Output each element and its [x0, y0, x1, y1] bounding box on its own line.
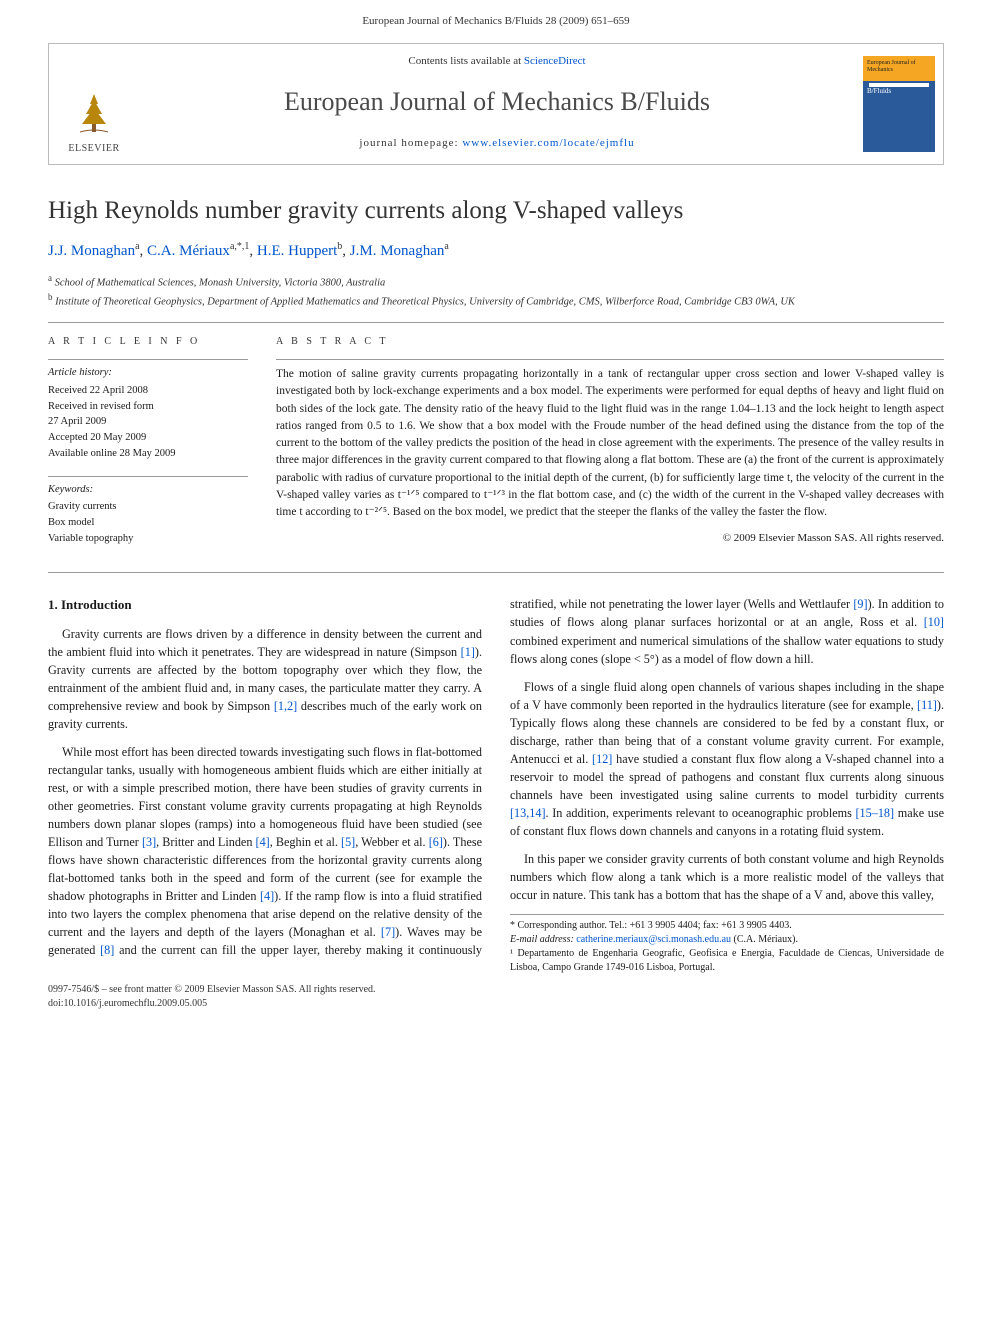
journal-cover-thumbnail: European Journal of Mechanics B/Fluids	[863, 56, 935, 152]
email-line: E-mail address: catherine.meriaux@sci.mo…	[510, 933, 944, 947]
journal-name: European Journal of Mechanics B/Fluids	[147, 84, 847, 120]
page-footer: 0997-7546/$ – see front matter © 2009 El…	[0, 975, 992, 1027]
horizontal-rule	[48, 322, 944, 323]
citation-link[interactable]: [1,2]	[274, 699, 297, 713]
horizontal-rule	[48, 572, 944, 573]
history-line: Received in revised form	[48, 399, 248, 415]
email-label: E-mail address:	[510, 934, 576, 945]
email-link[interactable]: catherine.meriaux@sci.monash.edu.au	[576, 934, 731, 945]
authors-line: J.J. Monaghana, C.A. Mériauxa,*,1, H.E. …	[48, 240, 944, 262]
author-affil-sup: b	[337, 241, 342, 252]
homepage-prefix: journal homepage:	[359, 137, 462, 149]
abstract-text: The motion of saline gravity currents pr…	[276, 359, 944, 521]
contents-prefix: Contents lists available at	[408, 55, 523, 67]
journal-homepage-link[interactable]: www.elsevier.com/locate/ejmflu	[462, 137, 634, 149]
doi-line: doi:10.1016/j.euromechflu.2009.05.005	[48, 997, 376, 1011]
text-run: , Beghin et al.	[270, 835, 341, 849]
author-affil-sup: a,*,1	[230, 241, 249, 252]
keywords-block: Keywords: Gravity currents Box model Var…	[48, 476, 248, 547]
article-info-label: A R T I C L E I N F O	[48, 335, 248, 349]
citation-link[interactable]: [13,14]	[510, 806, 546, 820]
text-run: Flows of a single fluid along open chann…	[510, 680, 944, 712]
cover-title-top: European Journal of Mechanics	[867, 60, 935, 73]
history-line: Received 22 April 2008	[48, 383, 248, 399]
journal-masthead: ELSEVIER Contents lists available at Sci…	[48, 43, 944, 164]
affiliations: a School of Mathematical Sciences, Monas…	[48, 272, 944, 311]
text-run: Britter and Linden	[165, 889, 259, 903]
footnote-address: ¹ Departamento de Engenharia Geografic, …	[510, 947, 944, 975]
affiliation-a: School of Mathematical Sciences, Monash …	[55, 277, 386, 288]
citation-link[interactable]: [5]	[341, 835, 355, 849]
info-abstract-row: A R T I C L E I N F O Article history: R…	[48, 335, 944, 560]
running-header: European Journal of Mechanics B/Fluids 2…	[0, 0, 992, 37]
author-link[interactable]: H.E. Huppert	[257, 243, 337, 259]
history-line: Accepted 20 May 2009	[48, 430, 248, 446]
email-suffix: (C.A. Mériaux).	[731, 934, 798, 945]
citation-link[interactable]: [4]	[256, 835, 270, 849]
cover-thumb-block: European Journal of Mechanics B/Fluids	[855, 44, 943, 163]
text-run: , Webber et al.	[355, 835, 428, 849]
keyword: Box model	[48, 515, 248, 531]
abstract-col: A B S T R A C T The motion of saline gra…	[276, 335, 944, 560]
abstract-label: A B S T R A C T	[276, 335, 944, 349]
citation-link[interactable]: [8]	[100, 943, 114, 957]
citation-link[interactable]: [6]	[429, 835, 443, 849]
cover-title-bottom: B/Fluids	[867, 87, 891, 97]
affiliation-b: Institute of Theoretical Geophysics, Dep…	[55, 296, 795, 307]
text-run: . In addition, experiments relevant to o…	[546, 806, 856, 820]
article-body: High Reynolds number gravity currents al…	[0, 193, 992, 976]
citation-link[interactable]: [10]	[924, 615, 944, 629]
author-link[interactable]: J.J. Monaghan	[48, 243, 135, 259]
article-info-col: A R T I C L E I N F O Article history: R…	[48, 335, 248, 560]
text-run: While most effort has been directed towa…	[48, 745, 482, 849]
affiliation-line: a School of Mathematical Sciences, Monas…	[48, 272, 944, 291]
citation-link[interactable]: [4]	[260, 889, 274, 903]
intro-paragraph: Gravity currents are flows driven by a d…	[48, 625, 482, 733]
citation-link[interactable]: [7]	[381, 925, 395, 939]
elsevier-tree-icon	[70, 90, 118, 138]
sciencedirect-link[interactable]: ScienceDirect	[524, 55, 586, 67]
article-title: High Reynolds number gravity currents al…	[48, 193, 944, 228]
history-line: 27 April 2009	[48, 414, 248, 430]
citation-link[interactable]: [3]	[142, 835, 156, 849]
footer-left: 0997-7546/$ – see front matter © 2009 El…	[48, 983, 376, 1011]
intro-paragraph: Flows of a single fluid along open chann…	[510, 678, 944, 840]
citation-link[interactable]: [1]	[461, 645, 475, 659]
affiliation-line: b Institute of Theoretical Geophysics, D…	[48, 291, 944, 310]
contents-available-line: Contents lists available at ScienceDirec…	[147, 54, 847, 69]
abstract-copyright: © 2009 Elsevier Masson SAS. All rights r…	[276, 531, 944, 546]
author-link[interactable]: J.M. Monaghan	[350, 243, 445, 259]
article-history-block: Article history: Received 22 April 2008 …	[48, 359, 248, 461]
intro-paragraph: In this paper we consider gravity curren…	[510, 850, 944, 904]
citation-link[interactable]: [12]	[592, 752, 612, 766]
body-two-columns: 1. Introduction Gravity currents are flo…	[48, 595, 944, 975]
text-run: Gravity currents are flows driven by a d…	[48, 627, 482, 659]
front-matter-line: 0997-7546/$ – see front matter © 2009 El…	[48, 983, 376, 997]
citation-link[interactable]: [11]	[917, 698, 937, 712]
keyword: Variable topography	[48, 531, 248, 547]
text-run: , Britter and Linden	[156, 835, 255, 849]
citation-link[interactable]: [15–18]	[856, 806, 895, 820]
author-link[interactable]: C.A. Mériaux	[147, 243, 230, 259]
masthead-center: Contents lists available at ScienceDirec…	[139, 44, 855, 163]
footnotes-block: * Corresponding author. Tel.: +61 3 9905…	[510, 914, 944, 975]
history-heading: Article history:	[48, 366, 248, 381]
section-heading-intro: 1. Introduction	[48, 595, 482, 614]
publisher-block: ELSEVIER	[49, 44, 139, 163]
author-affil-sup: a	[135, 241, 139, 252]
text-run: combined experiment and numerical simula…	[510, 634, 944, 666]
journal-homepage-line: journal homepage: www.elsevier.com/locat…	[147, 136, 847, 151]
publisher-name: ELSEVIER	[68, 142, 119, 156]
keyword: Gravity currents	[48, 499, 248, 515]
keywords-heading: Keywords:	[48, 483, 248, 498]
author-affil-sup: a	[444, 241, 448, 252]
corresponding-author-note: * Corresponding author. Tel.: +61 3 9905…	[510, 919, 944, 933]
citation-link[interactable]: [9]	[853, 597, 867, 611]
history-line: Available online 28 May 2009	[48, 446, 248, 462]
